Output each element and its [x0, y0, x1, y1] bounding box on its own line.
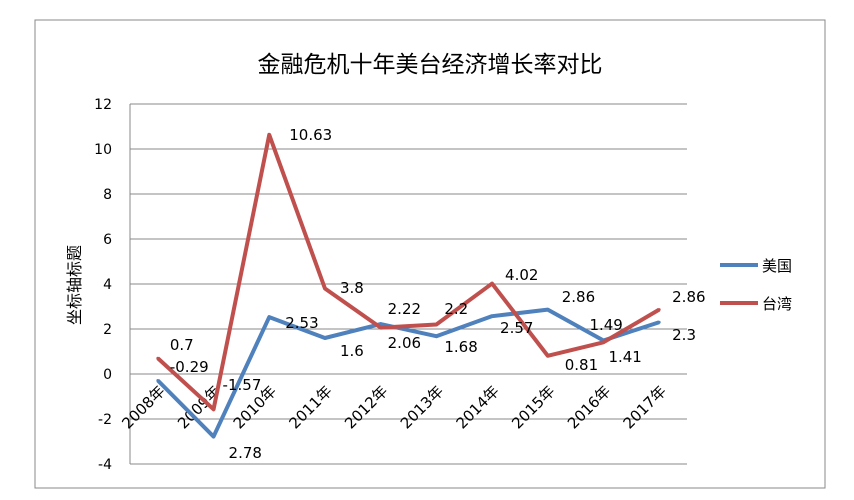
data-point	[434, 334, 438, 338]
chart-title: 金融危机十年美台经济增长率对比	[258, 52, 603, 78]
series-line-us	[156, 307, 660, 439]
y-tick-label: 0	[103, 367, 112, 383]
data-point	[379, 326, 383, 330]
data-label: 10.63	[289, 126, 332, 144]
data-point	[212, 407, 216, 411]
data-point	[156, 356, 160, 360]
data-point	[657, 320, 661, 324]
chart-border	[34, 19, 826, 489]
data-label: 2.86	[562, 288, 595, 306]
series-line-taiwan	[156, 132, 661, 412]
data-label: 2.2	[444, 300, 468, 318]
data-label: 1.68	[444, 338, 477, 356]
y-ticks: -4 -2 0 2 4 6 8 10 12	[94, 97, 112, 473]
data-label: -1.57	[223, 376, 262, 394]
data-label: 0.81	[565, 356, 598, 374]
y-tick-label: 8	[103, 187, 112, 203]
legend-label: 台湾	[762, 295, 792, 313]
data-label: 2.06	[388, 334, 421, 352]
data-label: 4.02	[505, 266, 538, 284]
data-point	[490, 282, 494, 286]
data-point	[212, 435, 216, 439]
data-point	[546, 354, 550, 358]
y-tick-label: 12	[94, 97, 112, 113]
data-label: 1.41	[608, 348, 641, 366]
y-tick-label: 2	[103, 322, 112, 338]
data-point	[434, 323, 438, 326]
y-axis-label: 坐标轴标题	[65, 245, 84, 325]
data-point	[323, 336, 327, 340]
data-point	[156, 379, 160, 383]
data-label: 2.53	[285, 314, 318, 332]
data-label: 2.3	[672, 326, 696, 344]
legend-label: 美国	[762, 257, 792, 275]
data-label: 1.49	[589, 316, 622, 334]
data-label: -0.29	[170, 358, 209, 376]
data-label: 3.8	[340, 279, 364, 297]
y-tick-label: 10	[94, 142, 112, 158]
y-tick-label: 4	[103, 277, 112, 293]
data-point	[546, 308, 550, 312]
y-tick-label: 6	[103, 232, 112, 248]
data-label: 2.57	[500, 319, 533, 337]
data-label: 2.22	[388, 300, 421, 318]
data-point	[490, 314, 494, 318]
series-lines	[156, 132, 661, 439]
data-point	[323, 287, 327, 290]
data-label: 2.86	[672, 288, 705, 306]
data-label: 2.78	[229, 444, 262, 462]
data-point	[267, 315, 271, 319]
data-point	[601, 340, 605, 344]
data-label: 1.6	[340, 342, 364, 360]
data-point	[657, 308, 661, 312]
data-label: 0.7	[170, 336, 194, 354]
data-labels: -0.29 2.78 2.53 1.6 2.22 1.68 2.57 2.86 1.49 2.3 0…	[170, 126, 706, 462]
data-point	[267, 133, 271, 137]
y-tick-label: -2	[98, 412, 112, 428]
y-tick-label: -4	[98, 457, 112, 473]
